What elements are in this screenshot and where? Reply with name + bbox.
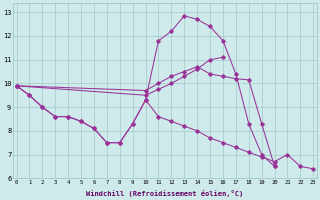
- X-axis label: Windchill (Refroidissement éolien,°C): Windchill (Refroidissement éolien,°C): [86, 190, 244, 197]
